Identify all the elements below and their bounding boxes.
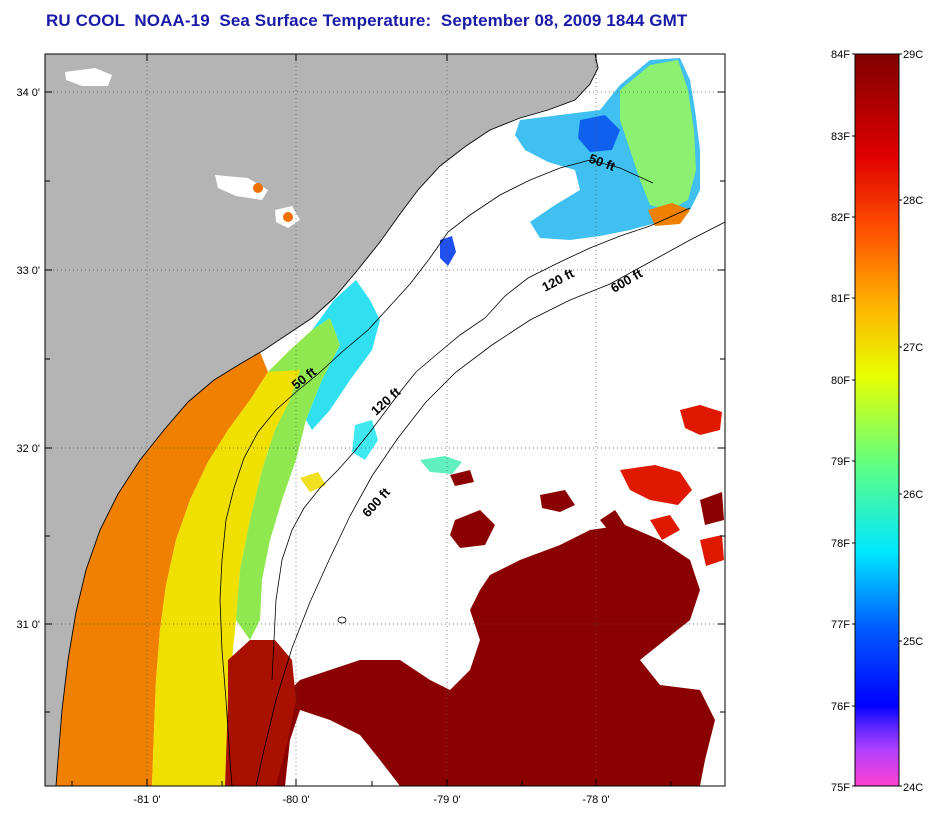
map-title: RU COOL NOAA-19 Sea Surface Temperature:… bbox=[46, 11, 688, 30]
isobath-600ft bbox=[255, 221, 725, 786]
coastline bbox=[55, 54, 599, 786]
colorbar-f-label: 82F bbox=[831, 212, 850, 224]
colorbar-f-labels: 84F 83F 82F 81F 80F 79F 78F 77F 76F 75F bbox=[831, 49, 850, 794]
lon-label: -80 0' bbox=[282, 794, 309, 806]
lat-label: 33 0' bbox=[16, 265, 40, 277]
colorbar-ticks bbox=[852, 53, 902, 787]
lat-label: 31 0' bbox=[16, 619, 40, 631]
colorbar: 84F 83F 82F 81F 80F 79F 78F 77F 76F 75F … bbox=[831, 49, 923, 794]
seamount-contour bbox=[337, 616, 347, 624]
lon-label: -79 0' bbox=[433, 794, 460, 806]
lon-label: -81 0' bbox=[133, 794, 160, 806]
colorbar-f-label: 84F bbox=[831, 49, 850, 61]
land-orange-spot-1 bbox=[253, 183, 263, 193]
land-mass bbox=[45, 54, 598, 786]
colorbar-c-label: 29C bbox=[903, 49, 923, 61]
sst-orange-band bbox=[56, 352, 268, 786]
sst-mid-yellow bbox=[300, 472, 326, 492]
graticule bbox=[45, 54, 725, 786]
sst-mid-cyan2 bbox=[420, 456, 462, 474]
colorbar-c-label: 27C bbox=[903, 342, 923, 354]
sst-red-patches bbox=[620, 405, 724, 566]
sst-small-blue bbox=[440, 236, 456, 266]
colorbar-c-label: 24C bbox=[903, 782, 923, 794]
colorbar-f-label: 77F bbox=[831, 619, 850, 631]
land-orange-spot-2 bbox=[283, 212, 293, 222]
colorbar-c-label: 26C bbox=[903, 489, 923, 501]
land-cloud-1 bbox=[65, 68, 112, 86]
lon-label: -78 0' bbox=[582, 794, 609, 806]
isobath-50ft bbox=[219, 159, 654, 786]
colorbar-gradient bbox=[854, 53, 900, 787]
plot-border bbox=[44, 53, 726, 787]
colorbar-f-label: 79F bbox=[831, 456, 850, 468]
isobath-120ft bbox=[271, 207, 691, 681]
colorbar-f-label: 75F bbox=[831, 782, 850, 794]
colorbar-c-labels: 29C 28C 27C 26C 25C 24C bbox=[903, 49, 923, 794]
colorbar-c-label: 28C bbox=[903, 195, 923, 207]
sst-cyan-band bbox=[306, 280, 380, 430]
lat-label: 34 0' bbox=[16, 87, 40, 99]
sst-green-band bbox=[236, 318, 340, 640]
colorbar-f-label: 78F bbox=[831, 538, 850, 550]
lat-label: 32 0' bbox=[16, 443, 40, 455]
sst-north-blue bbox=[578, 115, 620, 152]
sst-warm-patches bbox=[250, 470, 724, 786]
sst-yellow-band bbox=[152, 350, 300, 786]
colorbar-f-label: 76F bbox=[831, 701, 850, 713]
colorbar-c-label: 25C bbox=[903, 636, 923, 648]
axis-ticks bbox=[45, 54, 725, 786]
colorbar-f-label: 80F bbox=[831, 375, 850, 387]
sst-north-orange bbox=[648, 203, 690, 226]
longitude-labels: -81 0' -80 0' -79 0' -78 0' bbox=[133, 794, 609, 806]
colorbar-f-label: 81F bbox=[831, 293, 850, 305]
colorbar-f-label: 83F bbox=[831, 131, 850, 143]
sst-darkred-nearshore bbox=[225, 640, 296, 786]
sst-north-green bbox=[620, 60, 696, 210]
land-cloud-2 bbox=[215, 175, 268, 200]
latitude-labels: 34 0' 33 0' 32 0' 31 0' bbox=[16, 87, 40, 631]
